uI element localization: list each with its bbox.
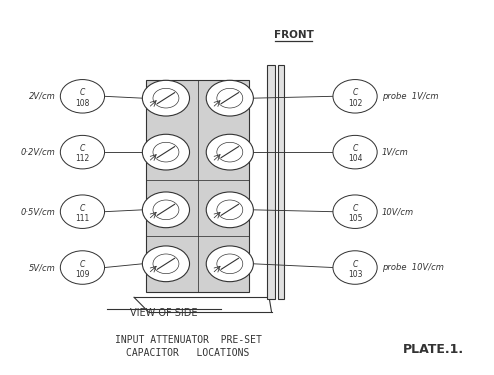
Circle shape <box>60 135 105 169</box>
Circle shape <box>142 134 190 170</box>
Text: 0·5V/cm: 0·5V/cm <box>21 207 55 216</box>
Circle shape <box>333 80 377 113</box>
Circle shape <box>217 88 243 108</box>
Circle shape <box>153 200 179 220</box>
Text: 103: 103 <box>348 270 362 279</box>
Text: 105: 105 <box>348 214 362 223</box>
Text: VIEW OF SIDE: VIEW OF SIDE <box>130 309 197 318</box>
Circle shape <box>60 195 105 228</box>
Circle shape <box>333 135 377 169</box>
Text: 2V/cm: 2V/cm <box>29 92 55 101</box>
Circle shape <box>153 142 179 162</box>
Text: probe  10V/cm: probe 10V/cm <box>382 263 444 272</box>
Text: C: C <box>352 204 358 213</box>
Circle shape <box>217 254 243 274</box>
Text: PLATE.1.: PLATE.1. <box>403 343 464 356</box>
Text: C: C <box>80 144 85 153</box>
Circle shape <box>60 251 105 284</box>
Circle shape <box>206 80 253 116</box>
Bar <box>267 64 276 299</box>
Text: 108: 108 <box>75 99 89 108</box>
Text: 112: 112 <box>75 154 89 164</box>
Circle shape <box>60 80 105 113</box>
Text: C: C <box>352 144 358 153</box>
Text: CAPACITOR   LOCATIONS: CAPACITOR LOCATIONS <box>126 348 250 358</box>
Bar <box>146 80 249 292</box>
Text: C: C <box>352 88 358 98</box>
Circle shape <box>333 251 377 284</box>
Circle shape <box>217 142 243 162</box>
Text: INPUT ATTENUATOR  PRE-SET: INPUT ATTENUATOR PRE-SET <box>115 335 261 345</box>
Circle shape <box>142 192 190 228</box>
Text: C: C <box>80 204 85 213</box>
Text: probe  1V/cm: probe 1V/cm <box>382 92 439 101</box>
Text: 5V/cm: 5V/cm <box>29 263 55 272</box>
Circle shape <box>206 246 253 282</box>
Text: 109: 109 <box>75 270 90 279</box>
Circle shape <box>217 200 243 220</box>
Circle shape <box>153 254 179 274</box>
Text: 104: 104 <box>348 154 362 164</box>
Circle shape <box>153 88 179 108</box>
Circle shape <box>206 134 253 170</box>
Text: 10V/cm: 10V/cm <box>382 207 414 216</box>
Text: 102: 102 <box>348 99 362 108</box>
Text: 1V/cm: 1V/cm <box>382 148 409 157</box>
Circle shape <box>142 80 190 116</box>
Text: C: C <box>80 88 85 98</box>
Text: C: C <box>80 260 85 268</box>
Circle shape <box>142 246 190 282</box>
Text: 111: 111 <box>75 214 89 223</box>
Bar <box>278 64 285 299</box>
Text: 0·2V/cm: 0·2V/cm <box>21 148 55 157</box>
Circle shape <box>206 192 253 228</box>
Circle shape <box>333 195 377 228</box>
Text: C: C <box>352 260 358 268</box>
Text: FRONT: FRONT <box>274 30 314 40</box>
